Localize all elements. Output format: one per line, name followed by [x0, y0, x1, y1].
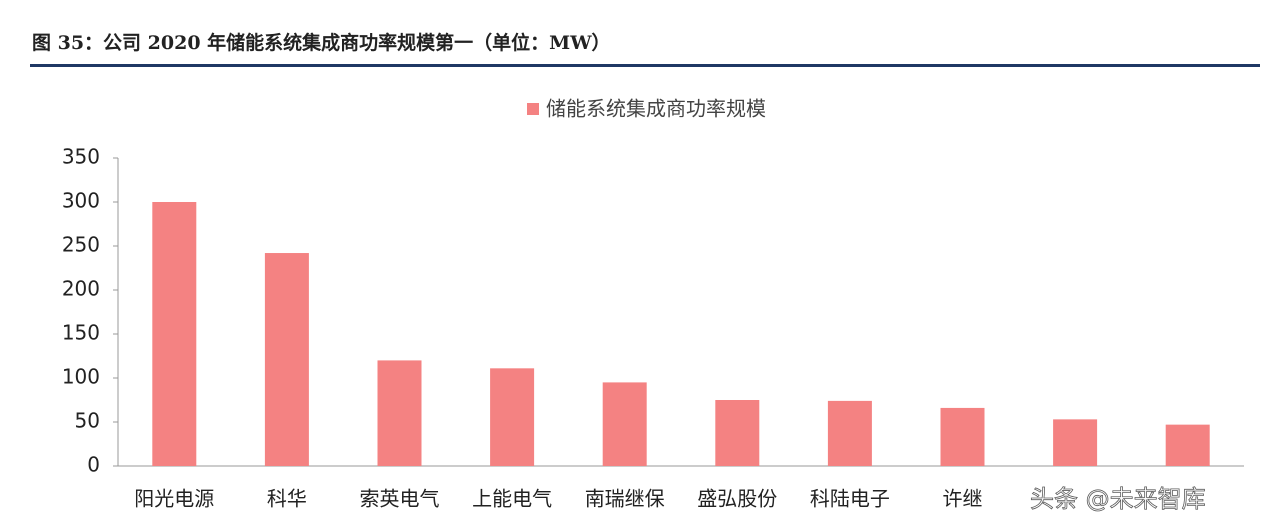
- bar: [602, 382, 647, 466]
- bar: [827, 400, 872, 466]
- x-tick-label: 科华: [267, 487, 307, 511]
- x-tick-label: 南瑞继保: [585, 487, 665, 511]
- y-tick-label: 100: [62, 365, 100, 389]
- y-tick-label: 0: [87, 453, 100, 477]
- bar: [1053, 419, 1098, 466]
- bar: [490, 368, 535, 466]
- bar: [715, 400, 760, 466]
- y-tick-label: 150: [62, 321, 100, 345]
- y-tick-label: 50: [75, 409, 100, 433]
- legend-label: 储能系统集成商功率规模: [546, 97, 766, 121]
- legend-swatch: [527, 103, 539, 115]
- y-tick-label: 300: [62, 189, 100, 213]
- x-tick-label: 许继: [943, 487, 983, 511]
- y-tick-label: 250: [62, 233, 100, 257]
- bar: [1165, 424, 1210, 466]
- watermark: 头条 @未来智库: [1030, 485, 1206, 513]
- bar: [940, 407, 985, 466]
- chart-title: 图 35：公司 2020 年储能系统集成商功率规模第一（单位：MW）: [32, 31, 611, 54]
- bar: [152, 202, 197, 466]
- x-tick-label: 阳光电源: [134, 487, 214, 511]
- title-rule: [30, 64, 1260, 67]
- x-tick-label: 科陆电子: [810, 487, 890, 511]
- y-tick-label: 200: [62, 277, 100, 301]
- x-tick-label: 盛弘股份: [697, 487, 777, 511]
- x-tick-label: 上能电气: [472, 487, 552, 511]
- bar: [264, 253, 309, 466]
- bar: [377, 360, 422, 466]
- y-tick-label: 350: [62, 145, 100, 169]
- x-tick-label: 索英电气: [360, 487, 440, 511]
